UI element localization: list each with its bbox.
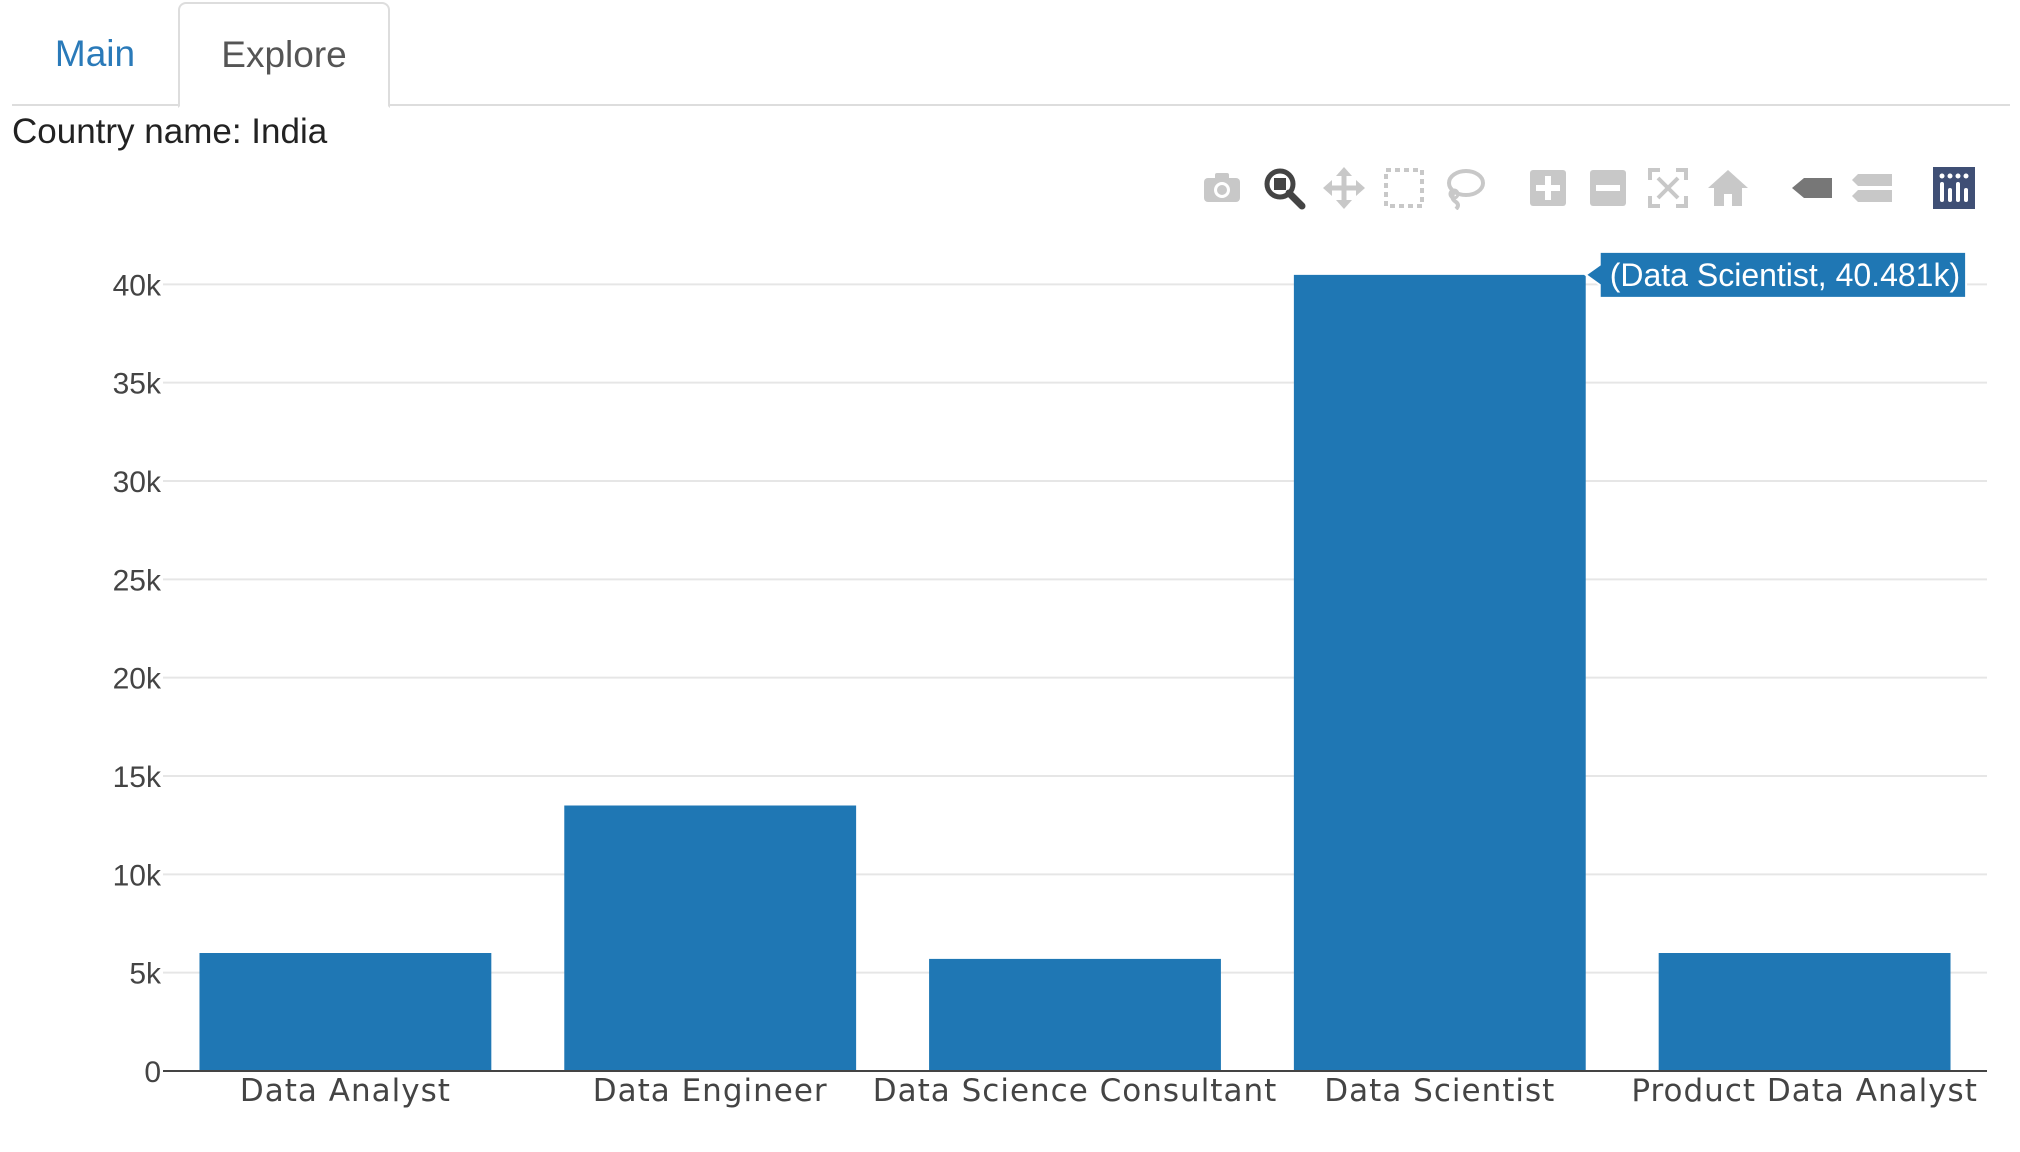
tab-main[interactable]: Main (54, 33, 136, 74)
bar[interactable] (929, 958, 1221, 1071)
y-tick-label: 40k (113, 269, 162, 302)
y-axis-ticks: 0 5k 10k 15k 20k 25k 30k 35k 40k (113, 269, 162, 1089)
y-tick-label: 5k (129, 958, 162, 991)
lasso-icon[interactable] (1438, 160, 1490, 216)
country-name-value: India (251, 112, 328, 151)
bar[interactable] (1658, 953, 1951, 1071)
bar[interactable] (1293, 274, 1586, 1071)
bar[interactable] (199, 953, 492, 1071)
y-tick-label: 10k (113, 859, 162, 892)
pan-icon[interactable] (1318, 160, 1370, 216)
x-tick-label: Data Analyst (240, 1073, 451, 1109)
y-tick-label: 30k (113, 466, 162, 499)
x-axis-ticks: Data Analyst Data Engineer Data Science Co… (240, 1073, 1978, 1109)
reset-axes-icon[interactable] (1702, 160, 1754, 216)
camera-icon[interactable] (1196, 160, 1248, 216)
y-tick-label: 20k (113, 663, 162, 696)
x-tick-label: Data Science Consultant (873, 1073, 1278, 1109)
zoom-icon[interactable] (1258, 160, 1310, 216)
hover-box (1583, 250, 1968, 299)
hover-label: (Data Scientist, 40.481k) (1610, 257, 1960, 293)
y-tick-label: 25k (113, 564, 162, 597)
hover-tooltip: (Data Scientist, 40.481k) (1583, 250, 1968, 299)
box-select-icon[interactable] (1378, 160, 1430, 216)
country-name-label: Country name: India (12, 112, 327, 152)
bars (199, 274, 1951, 1072)
hover-closest-icon[interactable] (1786, 160, 1838, 216)
x-tick-label: Product Data Analyst (1631, 1073, 1978, 1109)
autoscale-icon[interactable] (1642, 160, 1694, 216)
x-tick-label: Data Engineer (593, 1073, 828, 1109)
bar[interactable] (564, 805, 857, 1072)
x-tick-label: Data Scientist (1324, 1073, 1555, 1109)
tab-explore[interactable]: Explore (178, 2, 390, 108)
y-tick-label: 35k (113, 368, 162, 401)
country-name-caption: Country name: (12, 112, 242, 151)
zoom-out-icon[interactable] (1582, 160, 1634, 216)
tab-bar: Main Explore (12, 0, 2010, 108)
y-tick-label: 15k (113, 761, 162, 794)
plotly-logo-icon[interactable] (1928, 160, 1980, 216)
hover-compare-icon[interactable] (1846, 160, 1898, 216)
grid-lines (163, 283, 1987, 974)
zoom-in-icon[interactable] (1522, 160, 1574, 216)
y-tick-label: 0 (144, 1056, 161, 1089)
